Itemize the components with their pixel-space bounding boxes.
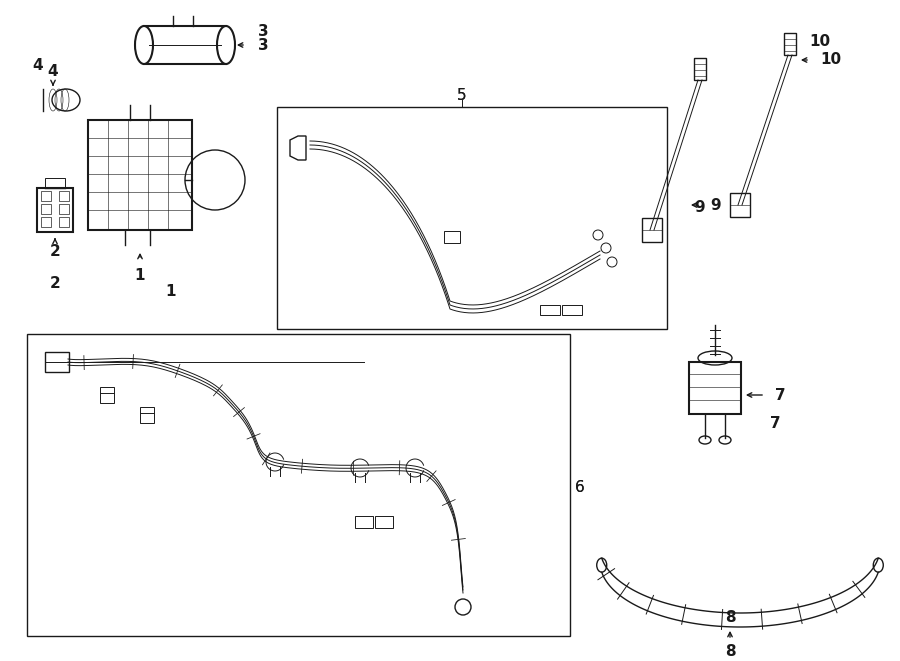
Bar xyxy=(45,178,65,188)
Text: 5: 5 xyxy=(457,87,467,102)
Bar xyxy=(694,58,706,80)
Bar xyxy=(540,305,560,315)
Bar xyxy=(41,204,51,214)
Bar xyxy=(59,217,69,227)
Text: 7: 7 xyxy=(770,416,780,430)
Bar xyxy=(59,191,69,201)
Ellipse shape xyxy=(217,26,235,64)
Ellipse shape xyxy=(135,26,153,64)
Bar xyxy=(730,193,750,217)
Bar xyxy=(37,188,73,232)
Bar xyxy=(375,516,393,528)
Text: 8: 8 xyxy=(724,611,735,625)
Bar xyxy=(277,107,667,329)
Text: 9: 9 xyxy=(710,198,721,212)
Text: 9: 9 xyxy=(695,200,706,215)
Text: 7: 7 xyxy=(775,387,786,403)
Text: 2: 2 xyxy=(50,276,60,290)
Text: 4: 4 xyxy=(32,59,43,73)
Text: 1: 1 xyxy=(166,284,176,299)
Text: 2: 2 xyxy=(50,245,60,260)
Bar xyxy=(27,334,570,636)
Bar xyxy=(41,191,51,201)
Text: 6: 6 xyxy=(575,481,585,496)
Bar xyxy=(562,305,582,315)
Bar xyxy=(100,387,114,403)
Text: 10: 10 xyxy=(820,52,842,67)
Ellipse shape xyxy=(597,558,607,572)
Bar xyxy=(140,407,154,423)
Bar xyxy=(88,120,192,230)
Text: 4: 4 xyxy=(48,65,58,79)
Bar xyxy=(144,26,226,64)
Text: 5: 5 xyxy=(457,87,467,102)
Bar xyxy=(41,217,51,227)
Bar xyxy=(642,218,662,242)
Text: 8: 8 xyxy=(724,644,735,660)
Bar xyxy=(784,33,796,55)
Bar xyxy=(444,231,460,243)
Text: 3: 3 xyxy=(258,38,268,52)
Ellipse shape xyxy=(873,558,883,572)
Text: 1: 1 xyxy=(135,268,145,282)
Text: 10: 10 xyxy=(809,34,831,50)
Bar xyxy=(355,516,373,528)
Bar xyxy=(59,204,69,214)
Bar xyxy=(45,352,69,372)
Bar xyxy=(689,362,741,414)
Text: 3: 3 xyxy=(258,24,268,40)
Text: 6: 6 xyxy=(575,481,585,496)
